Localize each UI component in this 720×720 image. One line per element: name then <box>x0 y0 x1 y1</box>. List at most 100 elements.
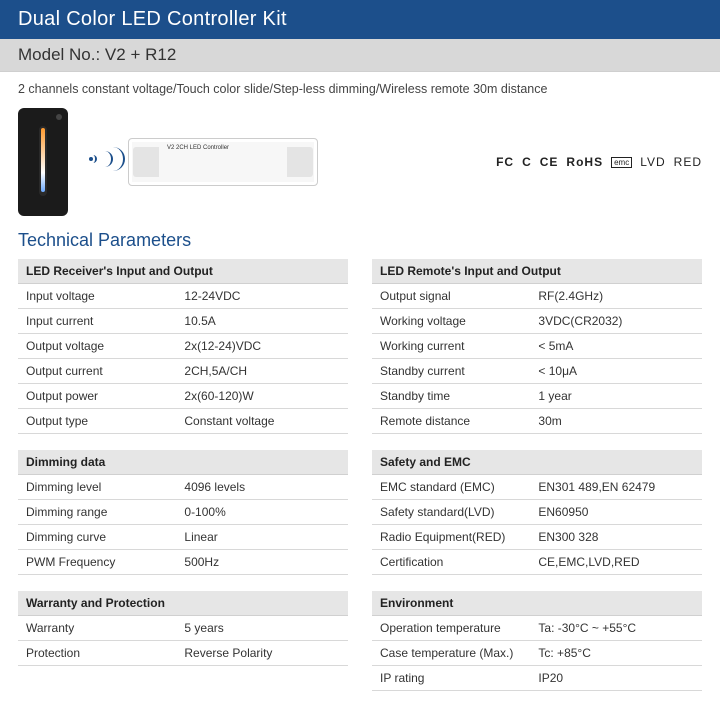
product-subtitle: 2 channels constant voltage/Touch color … <box>0 72 720 108</box>
spec-value: EN301 489,EN 62479 <box>530 475 702 500</box>
right-column: LED Remote's Input and OutputOutput sign… <box>372 259 702 691</box>
rohs-badge: RoHS <box>566 155 603 169</box>
spec-value: Ta: -30°C ~ +55°C <box>530 616 702 641</box>
spec-row: Output typeConstant voltage <box>18 409 348 434</box>
spec-row: Input voltage12-24VDC <box>18 284 348 309</box>
spec-value: 0-100% <box>176 500 348 525</box>
spec-key: EMC standard (EMC) <box>372 475 530 500</box>
spec-row: Working current< 5mA <box>372 334 702 359</box>
technical-parameters-title: Technical Parameters <box>0 224 720 259</box>
spec-row: CertificationCE,EMC,LVD,RED <box>372 550 702 575</box>
emc-badge: emc <box>611 157 632 168</box>
spec-value: 4096 levels <box>176 475 348 500</box>
spec-row: Dimming range0-100% <box>18 500 348 525</box>
spec-key: Output current <box>18 359 176 384</box>
certification-badges: FC C CE RoHS emc LVD RED <box>496 155 702 169</box>
spec-value: 2CH,5A/CH <box>176 359 348 384</box>
fc-badge: FC <box>496 155 514 169</box>
spec-row: Dimming curveLinear <box>18 525 348 550</box>
controller-label: V2 2CH LED Controller <box>167 145 229 152</box>
spec-table-header: Warranty and Protection <box>18 591 348 616</box>
spec-row: Standby time1 year <box>372 384 702 409</box>
spec-key: Case temperature (Max.) <box>372 641 530 666</box>
spec-key: Working current <box>372 334 530 359</box>
spec-key: Dimming level <box>18 475 176 500</box>
spec-key: Output signal <box>372 284 530 309</box>
spec-row: Output current2CH,5A/CH <box>18 359 348 384</box>
spec-value: 3VDC(CR2032) <box>530 309 702 334</box>
spec-value: Reverse Polarity <box>176 641 348 666</box>
spec-row: Input current10.5A <box>18 309 348 334</box>
spec-key: Dimming curve <box>18 525 176 550</box>
spec-table-header: LED Receiver's Input and Output <box>18 259 348 284</box>
spec-key: Dimming range <box>18 500 176 525</box>
spec-value: CE,EMC,LVD,RED <box>530 550 702 575</box>
spec-key: Output power <box>18 384 176 409</box>
spec-key: PWM Frequency <box>18 550 176 575</box>
left-column: LED Receiver's Input and OutputInput vol… <box>18 259 348 691</box>
spec-table: Safety and EMCEMC standard (EMC)EN301 48… <box>372 450 702 575</box>
spec-key: Working voltage <box>372 309 530 334</box>
spec-value: 1 year <box>530 384 702 409</box>
spec-value: EN60950 <box>530 500 702 525</box>
spec-key: Output type <box>18 409 176 434</box>
remote-illustration <box>18 108 68 216</box>
spec-row: Warranty5 years <box>18 616 348 641</box>
spec-table: LED Remote's Input and OutputOutput sign… <box>372 259 702 434</box>
spec-key: IP rating <box>372 666 530 691</box>
spec-row: ProtectionReverse Polarity <box>18 641 348 666</box>
spec-row: PWM Frequency500Hz <box>18 550 348 575</box>
spec-table-header: LED Remote's Input and Output <box>372 259 702 284</box>
spec-table-header: Safety and EMC <box>372 450 702 475</box>
spec-key: Input current <box>18 309 176 334</box>
spec-value: Linear <box>176 525 348 550</box>
spec-value: < 10μA <box>530 359 702 384</box>
spec-row: Dimming level4096 levels <box>18 475 348 500</box>
spec-value: < 5mA <box>530 334 702 359</box>
spec-value: 12-24VDC <box>176 284 348 309</box>
spec-columns: LED Receiver's Input and OutputInput vol… <box>0 259 720 691</box>
spec-table: Warranty and ProtectionWarranty5 yearsPr… <box>18 591 348 666</box>
spec-row: Radio Equipment(RED)EN300 328 <box>372 525 702 550</box>
spec-key: Output voltage <box>18 334 176 359</box>
controller-illustration: V2 2CH LED Controller <box>128 138 318 186</box>
spec-key: Certification <box>372 550 530 575</box>
spec-row: Remote distance30m <box>372 409 702 434</box>
spec-value: 10.5A <box>176 309 348 334</box>
spec-value: 30m <box>530 409 702 434</box>
hero-row: V2 2CH LED Controller FC C CE RoHS emc L… <box>0 108 720 224</box>
spec-key: Standby time <box>372 384 530 409</box>
red-badge: RED <box>674 155 702 169</box>
spec-key: Input voltage <box>18 284 176 309</box>
spec-row: EMC standard (EMC)EN301 489,EN 62479 <box>372 475 702 500</box>
lvd-badge: LVD <box>640 155 665 169</box>
spec-value: EN300 328 <box>530 525 702 550</box>
spec-key: Remote distance <box>372 409 530 434</box>
spec-key: Warranty <box>18 616 176 641</box>
spec-table: EnvironmentOperation temperatureTa: -30°… <box>372 591 702 691</box>
spec-row: Case temperature (Max.)Tc: +85°C <box>372 641 702 666</box>
spec-row: Output power2x(60-120)W <box>18 384 348 409</box>
spec-value: Constant voltage <box>176 409 348 434</box>
spec-table: LED Receiver's Input and OutputInput vol… <box>18 259 348 434</box>
spec-table: Dimming dataDimming level4096 levelsDimm… <box>18 450 348 575</box>
spec-key: Safety standard(LVD) <box>372 500 530 525</box>
spec-value: 2x(12-24)VDC <box>176 334 348 359</box>
banner-title: Dual Color LED Controller Kit <box>0 0 720 39</box>
spec-value: 500Hz <box>176 550 348 575</box>
spec-row: Output signalRF(2.4GHz) <box>372 284 702 309</box>
spec-row: IP ratingIP20 <box>372 666 702 691</box>
spec-value: 2x(60-120)W <box>176 384 348 409</box>
spec-value: RF(2.4GHz) <box>530 284 702 309</box>
model-number: Model No.: V2 + R12 <box>0 39 720 72</box>
spec-row: Standby current< 10μA <box>372 359 702 384</box>
spec-key: Protection <box>18 641 176 666</box>
spec-row: Safety standard(LVD)EN60950 <box>372 500 702 525</box>
spec-key: Operation temperature <box>372 616 530 641</box>
spec-row: Working voltage3VDC(CR2032) <box>372 309 702 334</box>
spec-value: 5 years <box>176 616 348 641</box>
spec-table-header: Environment <box>372 591 702 616</box>
spec-table-header: Dimming data <box>18 450 348 475</box>
c-badge: C <box>522 155 532 169</box>
spec-key: Radio Equipment(RED) <box>372 525 530 550</box>
